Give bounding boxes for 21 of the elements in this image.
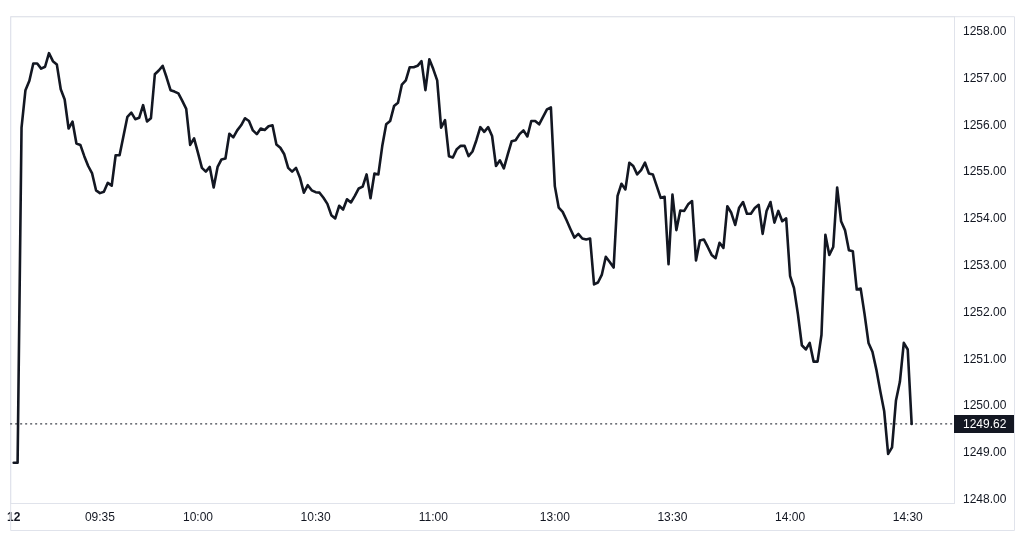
y-tick-label: 1248.00: [963, 492, 1007, 507]
x-tick-label: 13:00: [539, 509, 571, 524]
y-tick-label: 1251.00: [963, 351, 1007, 366]
y-tick-label: 1258.00: [963, 23, 1007, 38]
x-tick-label: 13:30: [657, 509, 688, 524]
y-tick-label: 1255.00: [963, 164, 1007, 179]
ref-line-label: 1249.62: [963, 416, 1007, 431]
x-tick-label: 10:30: [300, 509, 331, 524]
y-tick-label: 1254.00: [963, 211, 1007, 226]
y-tick-label: 1250.00: [963, 398, 1007, 413]
y-tick-label: 1257.00: [963, 70, 1007, 85]
x-tick-label: 10:00: [182, 509, 214, 524]
x-tick-label: 14:00: [775, 509, 806, 524]
y-tick-label: 1249.00: [963, 445, 1007, 460]
y-tick-label: 1256.00: [963, 117, 1007, 132]
x-tick-label: 12: [7, 509, 21, 524]
x-tick-label: 09:35: [84, 509, 116, 524]
y-tick-label: 1253.00: [963, 258, 1007, 272]
y-tick-label: 1252.00: [963, 304, 1007, 319]
x-tick-label: 11:00: [418, 509, 449, 524]
x-tick-label: 14:30: [892, 509, 924, 524]
